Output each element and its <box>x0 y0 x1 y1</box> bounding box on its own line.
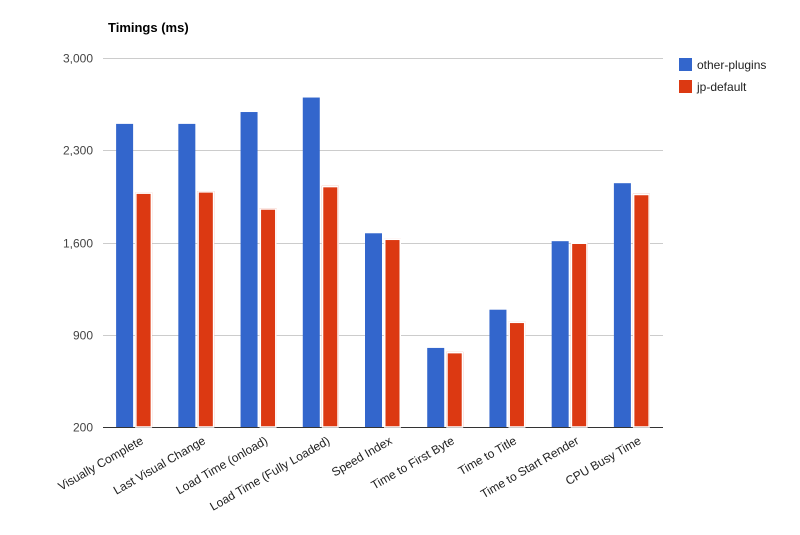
bar-other-plugins <box>489 309 507 427</box>
y-tick-label: 900 <box>73 329 93 343</box>
legend-label: other-plugins <box>697 58 766 72</box>
y-tick-label: 1,600 <box>63 237 93 251</box>
bars <box>116 97 650 428</box>
bar-jp-default <box>197 191 215 428</box>
bar-other-plugins <box>240 112 258 428</box>
y-tick-label: 2,300 <box>63 144 93 158</box>
legend-swatch <box>679 58 692 71</box>
y-tick-label: 3,000 <box>63 52 93 66</box>
bar-other-plugins <box>178 123 196 428</box>
legend-label: jp-default <box>696 80 747 94</box>
bar-jp-default <box>446 351 464 428</box>
bar-other-plugins <box>551 241 569 427</box>
bar-jp-default <box>259 208 277 428</box>
bar-other-plugins <box>302 97 320 428</box>
bar-jp-default <box>135 192 153 428</box>
y-tick-label: 200 <box>73 421 93 435</box>
gridlines <box>103 58 663 428</box>
legend: other-plugins jp-default <box>679 58 766 94</box>
bar-jp-default <box>508 321 526 428</box>
bar-other-plugins <box>613 183 631 427</box>
bar-other-plugins <box>365 233 382 427</box>
bar-jp-default <box>384 238 401 428</box>
y-axis: 200 900 1,600 2,300 3,000 <box>63 52 93 435</box>
legend-swatch <box>679 80 692 93</box>
chart-title: Timings (ms) <box>108 20 189 35</box>
bar-other-plugins <box>116 123 134 428</box>
bar-jp-default <box>570 242 588 428</box>
bar-jp-default <box>632 193 650 428</box>
bar-jp-default <box>321 185 339 428</box>
bar-other-plugins <box>427 347 445 427</box>
